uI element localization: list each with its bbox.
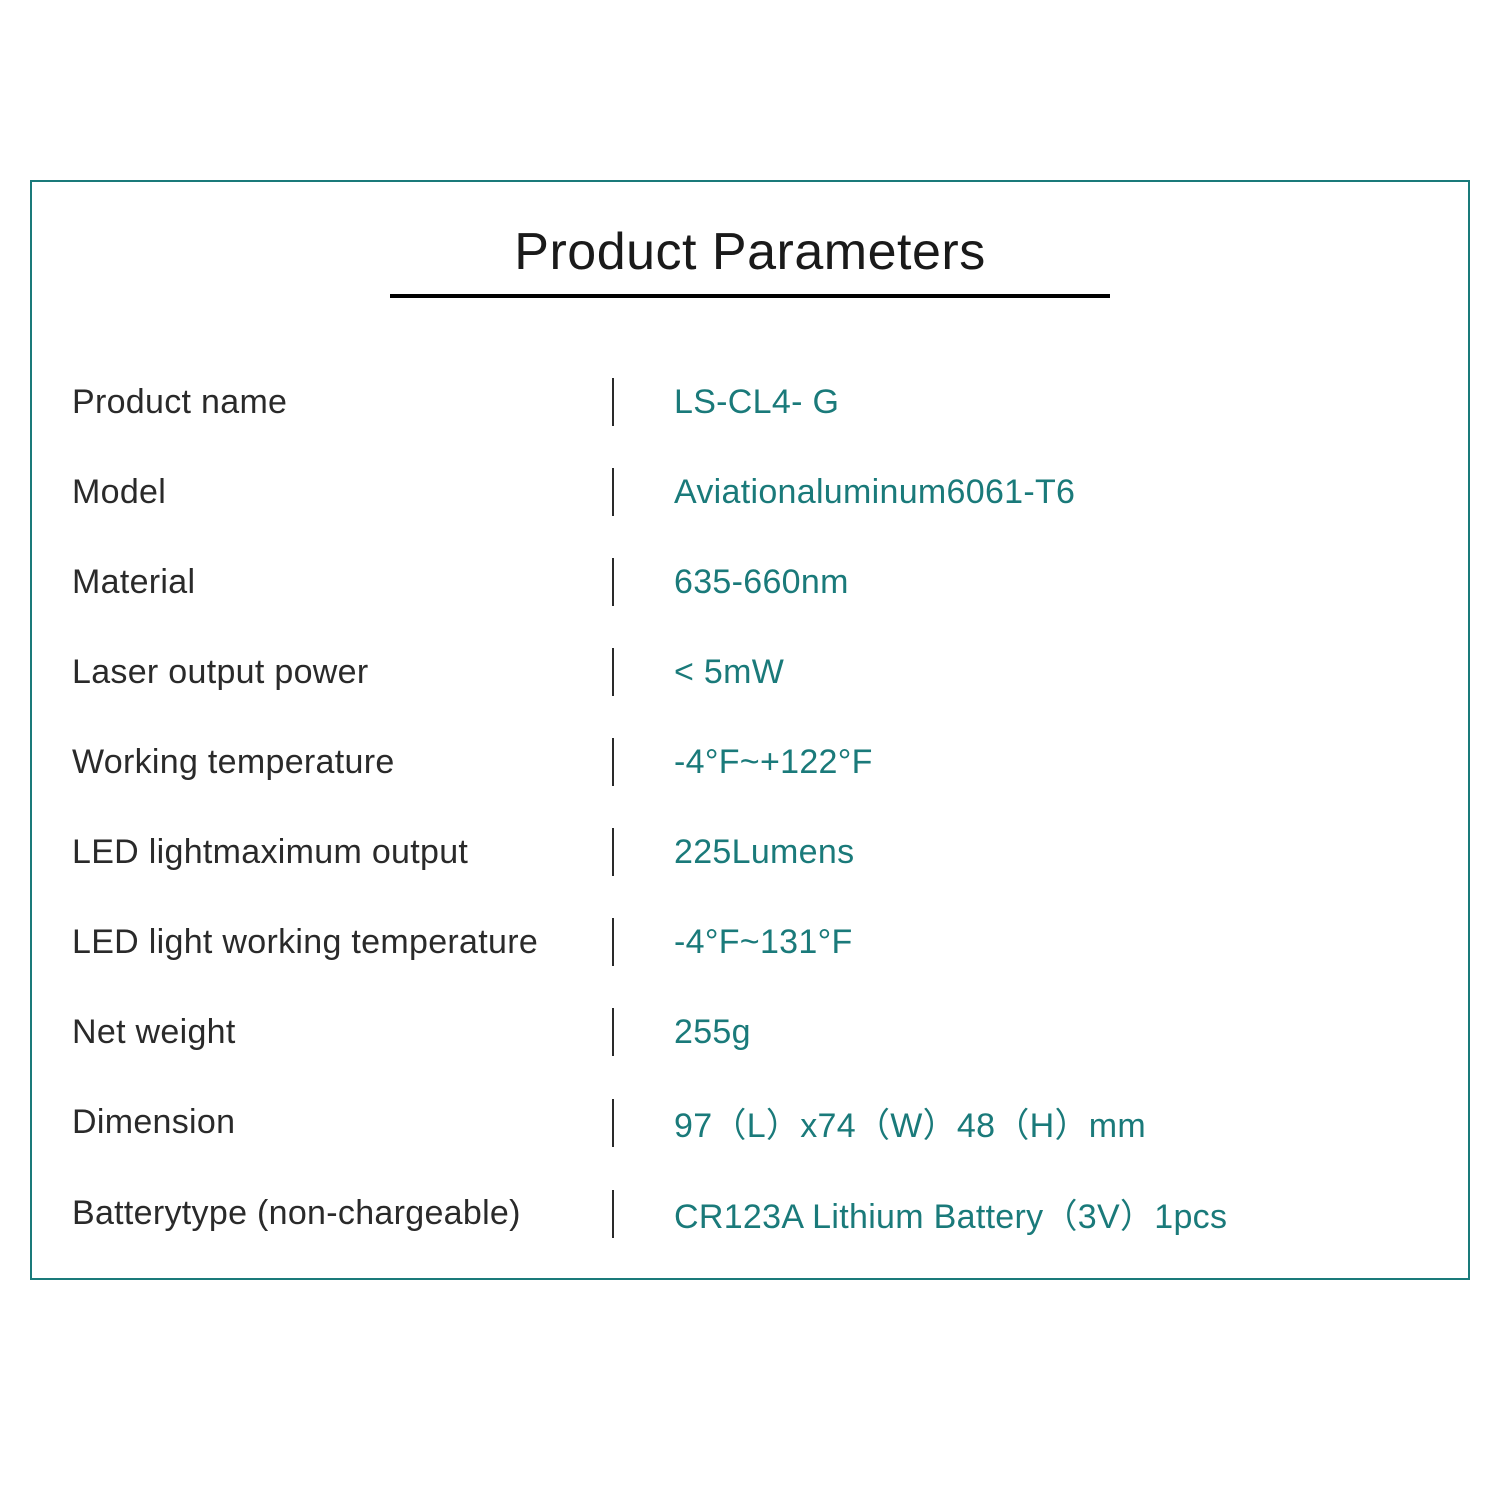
parameters-card: Product Parameters Product name LS-CL4- G… <box>30 180 1470 1280</box>
param-label: Dimension <box>72 1103 612 1142</box>
param-row: Model Aviationaluminum6061-T6 <box>72 468 1428 516</box>
param-row: Material 635-660nm <box>72 558 1428 606</box>
separator <box>612 1099 614 1147</box>
param-label: LED lightmaximum output <box>72 833 612 872</box>
separator <box>612 648 614 696</box>
separator <box>612 918 614 966</box>
param-row: LED lightmaximum output 225Lumens <box>72 828 1428 876</box>
separator <box>612 378 614 426</box>
param-row: Dimension 97（L）x74（W）48（H）mm <box>72 1098 1428 1147</box>
param-value: 97（L）x74（W）48（H）mm <box>674 1098 1146 1147</box>
param-value: LS-CL4- G <box>674 383 839 422</box>
param-label: LED light working temperature <box>72 923 612 962</box>
param-label: Product name <box>72 383 612 422</box>
separator <box>612 558 614 606</box>
param-value: < 5mW <box>674 653 784 692</box>
param-row: Batterytype (non-chargeable) CR123A Lithi… <box>72 1189 1428 1238</box>
param-row: LED light working temperature -4°F~131°F <box>72 918 1428 966</box>
param-label: Batterytype (non-chargeable) <box>72 1194 612 1233</box>
param-row: Product name LS-CL4- G <box>72 378 1428 426</box>
param-value: 225Lumens <box>674 833 854 872</box>
separator <box>612 828 614 876</box>
param-row: Working temperature -4°F~+122°F <box>72 738 1428 786</box>
param-value: -4°F~131°F <box>674 923 853 962</box>
param-value: 255g <box>674 1013 751 1052</box>
separator <box>612 1190 614 1238</box>
param-value: Aviationaluminum6061-T6 <box>674 473 1075 512</box>
title-wrap: Product Parameters <box>62 222 1438 298</box>
param-row: Net weight 255g <box>72 1008 1428 1056</box>
param-row: Laser output power < 5mW <box>72 648 1428 696</box>
param-label: Net weight <box>72 1013 612 1052</box>
param-label: Material <box>72 563 612 602</box>
card-title: Product Parameters <box>514 222 985 294</box>
parameters-list: Product name LS-CL4- G Model Aviationalumin… <box>62 378 1438 1238</box>
param-value: CR123A Lithium Battery（3V）1pcs <box>674 1189 1227 1238</box>
param-label: Laser output power <box>72 653 612 692</box>
param-value: 635-660nm <box>674 563 849 602</box>
separator <box>612 1008 614 1056</box>
param-label: Working temperature <box>72 743 612 782</box>
title-underline <box>390 294 1110 298</box>
separator <box>612 468 614 516</box>
param-value: -4°F~+122°F <box>674 743 873 782</box>
separator <box>612 738 614 786</box>
param-label: Model <box>72 473 612 512</box>
